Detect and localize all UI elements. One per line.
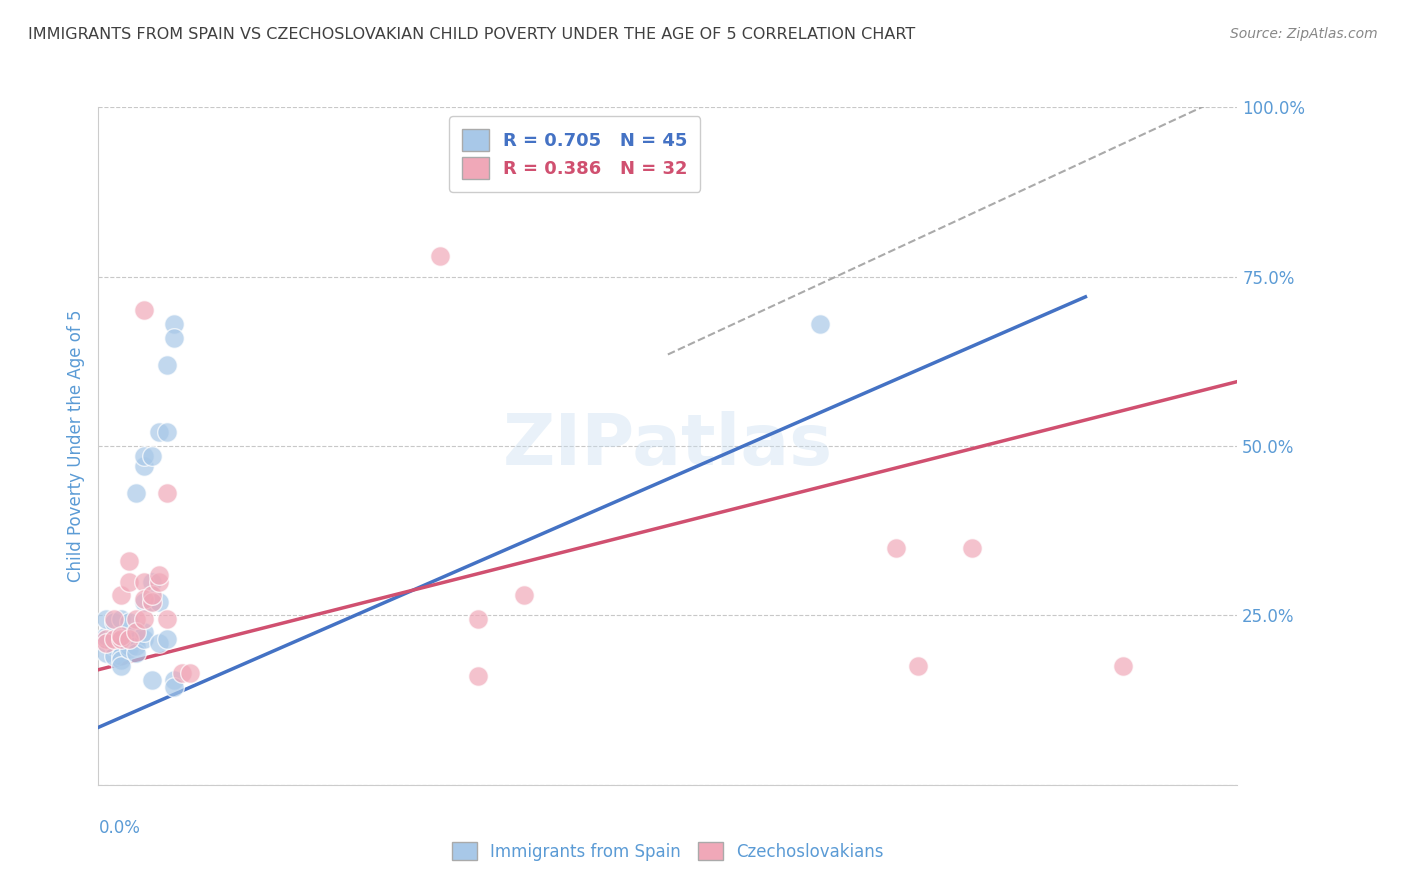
Point	[118, 639, 141, 653]
Point	[467, 612, 489, 626]
Point	[141, 595, 163, 609]
Point	[118, 629, 141, 643]
Point	[103, 629, 125, 643]
Point	[148, 574, 170, 589]
Point	[94, 632, 117, 647]
Point	[118, 632, 141, 647]
Point	[132, 459, 155, 474]
Point	[148, 635, 170, 649]
Point	[94, 635, 117, 649]
Point	[103, 649, 125, 664]
Point	[141, 449, 163, 463]
Point	[156, 632, 179, 647]
Point	[141, 595, 163, 609]
Point	[125, 625, 148, 640]
Point	[125, 632, 148, 647]
Point	[512, 588, 534, 602]
Point	[125, 646, 148, 660]
Point	[429, 249, 451, 263]
Point	[118, 615, 141, 630]
Point	[163, 673, 186, 687]
Point	[132, 625, 155, 640]
Point	[148, 425, 170, 440]
Point	[467, 669, 489, 683]
Point	[110, 632, 132, 647]
Point	[156, 358, 179, 372]
Point	[163, 317, 186, 331]
Point	[141, 588, 163, 602]
Y-axis label: Child Poverty Under the Age of 5: Child Poverty Under the Age of 5	[66, 310, 84, 582]
Point	[141, 673, 163, 687]
Point	[94, 629, 117, 643]
Text: IMMIGRANTS FROM SPAIN VS CZECHOSLOVAKIAN CHILD POVERTY UNDER THE AGE OF 5 CORREL: IMMIGRANTS FROM SPAIN VS CZECHOSLOVAKIAN…	[28, 27, 915, 42]
Point	[1112, 659, 1135, 673]
Point	[960, 541, 983, 555]
Point	[132, 591, 155, 606]
Point	[132, 612, 155, 626]
Point	[118, 574, 141, 589]
Point	[132, 595, 155, 609]
Point	[163, 680, 186, 694]
Point	[118, 632, 141, 647]
Text: Source: ZipAtlas.com: Source: ZipAtlas.com	[1230, 27, 1378, 41]
Point	[110, 612, 132, 626]
Point	[132, 449, 155, 463]
Point	[156, 425, 179, 440]
Point	[110, 629, 132, 643]
Point	[118, 642, 141, 657]
Point	[148, 567, 170, 582]
Point	[103, 639, 125, 653]
Text: ZIPatlas: ZIPatlas	[503, 411, 832, 481]
Point	[156, 612, 179, 626]
Point	[94, 612, 117, 626]
Text: 0.0%: 0.0%	[98, 819, 141, 837]
Point	[170, 666, 193, 681]
Point	[179, 666, 201, 681]
Point	[125, 612, 148, 626]
Point	[156, 486, 179, 500]
Point	[110, 588, 132, 602]
Point	[110, 635, 132, 649]
Point	[103, 632, 125, 647]
Point	[132, 303, 155, 318]
Point	[110, 629, 132, 643]
Point	[110, 639, 132, 653]
Point	[110, 652, 132, 666]
Point	[132, 632, 155, 647]
Point	[103, 615, 125, 630]
Point	[110, 659, 132, 673]
Point	[907, 659, 929, 673]
Point	[125, 639, 148, 653]
Point	[125, 486, 148, 500]
Point	[94, 646, 117, 660]
Point	[884, 541, 907, 555]
Point	[118, 554, 141, 568]
Legend: Immigrants from Spain, Czechoslovakians: Immigrants from Spain, Czechoslovakians	[444, 834, 891, 870]
Point	[94, 632, 117, 647]
Point	[141, 574, 163, 589]
Point	[163, 330, 186, 344]
Point	[148, 595, 170, 609]
Point	[132, 574, 155, 589]
Point	[808, 317, 831, 331]
Point	[103, 612, 125, 626]
Point	[110, 649, 132, 664]
Point	[103, 632, 125, 647]
